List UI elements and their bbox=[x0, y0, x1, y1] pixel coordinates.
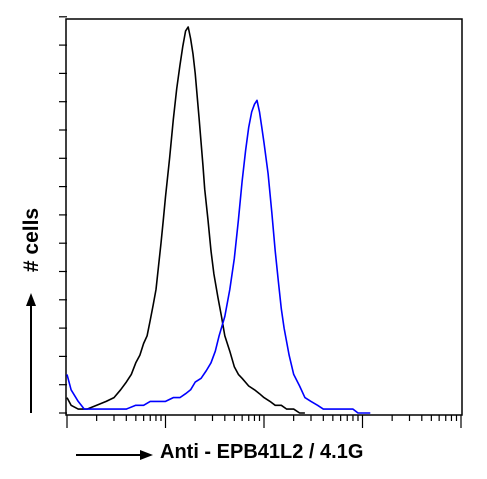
x-axis-arrow bbox=[76, 450, 153, 460]
y-axis-label: # cells bbox=[20, 207, 43, 273]
plot-frame bbox=[65, 18, 463, 416]
control-histogram-line bbox=[66, 26, 305, 414]
axis-ticks bbox=[59, 16, 462, 428]
y-axis-arrow bbox=[26, 293, 36, 413]
x-axis-label: Anti - EPB41L2 / 4.1G bbox=[160, 441, 364, 463]
series-layer bbox=[66, 26, 371, 414]
antibody-histogram-line bbox=[66, 99, 371, 414]
